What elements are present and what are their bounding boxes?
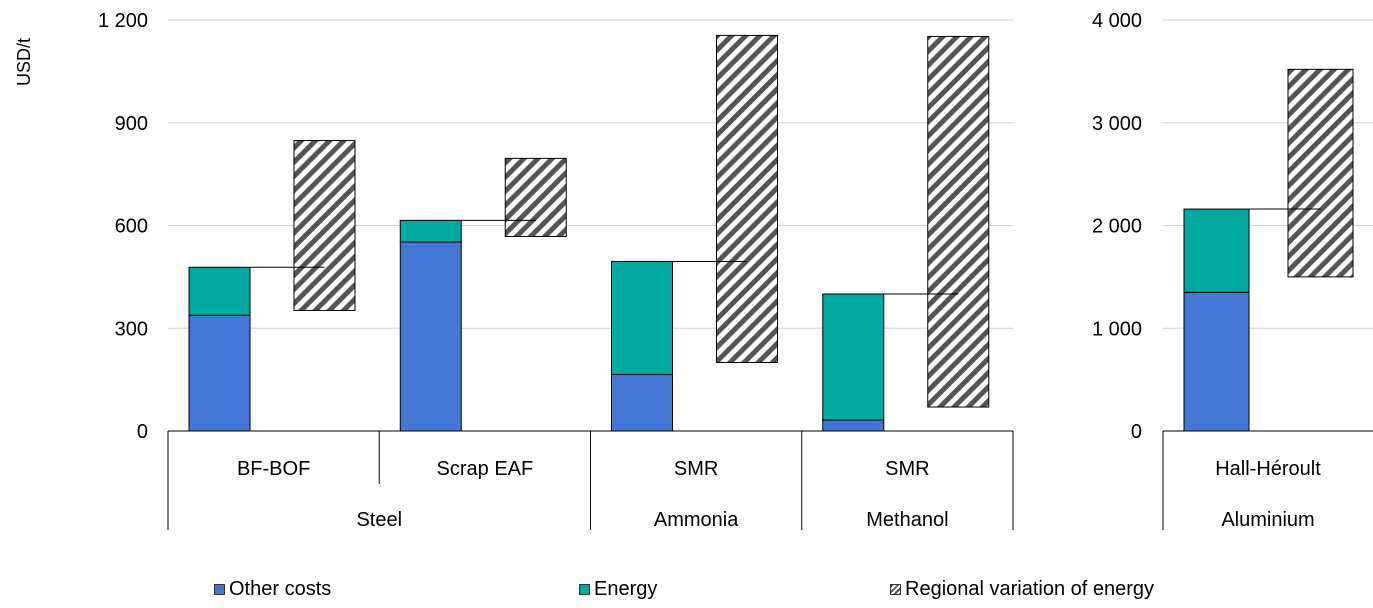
category-label: BF-BOF xyxy=(237,458,310,480)
regional-variation-box xyxy=(293,140,356,311)
legend-item-energy: Energy xyxy=(579,578,657,601)
bar-energy xyxy=(188,266,251,316)
y-tick-label: 1 000 xyxy=(1092,318,1142,340)
bar-other-costs xyxy=(611,373,673,432)
left-panel: 0 300 600 900 1 200 BF-BOF Scrap EAF SMR SMR Stee… xyxy=(98,10,1014,531)
bar-other-costs xyxy=(1183,291,1250,432)
category-label: Hall-Héroult xyxy=(1215,458,1321,480)
bar-energy xyxy=(1183,208,1250,293)
legend-swatch-other-costs xyxy=(214,584,225,595)
y-axis-label: USD/t xyxy=(14,38,34,86)
legend-label: Other costs xyxy=(229,578,332,600)
y-tick-label: 4 000 xyxy=(1092,10,1142,32)
bar-energy xyxy=(399,219,462,243)
group-label: Methanol xyxy=(866,509,948,531)
y-tick-label: 3 000 xyxy=(1092,113,1142,135)
group-label: Aluminium xyxy=(1221,509,1314,531)
y-tick-label: 600 xyxy=(115,216,148,238)
legend-swatch-energy xyxy=(579,584,590,595)
category-label: SMR xyxy=(885,458,929,480)
y-tick-label: 900 xyxy=(115,113,148,135)
regional-variation-box xyxy=(1287,68,1354,278)
legend-item-regional-variation: Regional variation of energy xyxy=(890,578,1154,601)
y-tick-label: 1 200 xyxy=(98,10,148,32)
legend-item-other-costs: Other costs xyxy=(214,578,331,601)
chart: USD/t 0 300 600 900 1 200 BF-BOF Scrap EAF SMR S… xyxy=(14,10,1373,531)
y-tick-label: 0 xyxy=(1131,421,1142,443)
category-label: SMR xyxy=(674,458,718,480)
regional-variation-box xyxy=(716,34,778,363)
legend-label: Regional variation of energy xyxy=(905,578,1155,600)
bar-other-costs xyxy=(188,314,251,432)
regional-variation-box xyxy=(927,35,990,408)
bar-other-costs xyxy=(399,241,462,432)
regional-variation-box xyxy=(504,157,567,237)
legend: Other costs Energy Regional variation of… xyxy=(0,578,1373,608)
group-label: Ammonia xyxy=(654,509,739,531)
right-panel: 0 1 000 2 000 3 000 4 000 Hall-Héroult Alumini… xyxy=(1092,10,1373,531)
y-tick-label: 0 xyxy=(137,421,148,443)
y-tick-label: 2 000 xyxy=(1092,216,1142,238)
legend-swatch-regional-variation xyxy=(890,584,901,595)
bar-energy xyxy=(822,293,885,421)
bar-other-costs xyxy=(822,419,885,432)
bar-energy xyxy=(611,260,673,375)
y-tick-label: 300 xyxy=(115,318,148,340)
group-label: Steel xyxy=(356,509,402,531)
category-label: Scrap EAF xyxy=(437,458,534,480)
legend-label: Energy xyxy=(594,578,658,600)
